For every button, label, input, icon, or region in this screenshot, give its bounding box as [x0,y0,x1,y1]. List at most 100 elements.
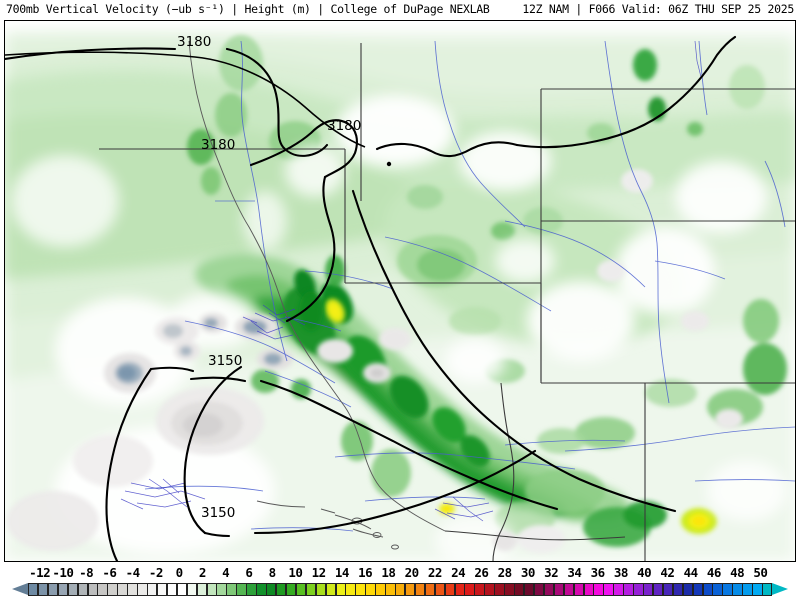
colorbar-swatch[interactable] [355,583,366,596]
colorbar-extend-max-arrow [772,583,788,595]
contour-label-3150-a: 3150 [208,353,242,369]
colorbar-tick-label: 2 [198,565,207,580]
colorbar-swatch[interactable] [305,583,317,596]
colorbar-swatch[interactable] [563,583,575,596]
colorbar-swatch[interactable] [404,583,416,596]
colorbar-swatch[interactable] [434,583,446,596]
vv-max-yellow [325,298,717,534]
colorbar-swatch[interactable] [77,583,88,596]
state-borders [99,43,795,561]
colorbar-swatch[interactable] [444,583,456,596]
colorbar-swatch[interactable] [633,583,644,596]
colorbar-swatch[interactable] [672,583,684,596]
colorbar-swatch[interactable] [127,583,138,596]
colorbar-swatch[interactable] [67,583,79,596]
colorbar-tick-label: -10 [52,565,74,580]
colorbar-tick-label: 0 [175,565,184,580]
colorbar-swatch[interactable] [166,583,178,596]
colorbar-tick-label: 4 [222,565,230,580]
colorbar-swatch[interactable] [662,583,674,596]
colorbar-swatch[interactable] [494,583,505,596]
colorbar[interactable]: -12 -10 -8 -6 -4 -2 0 2 4 6 8 10 12 14 16 18 20 22 24 26 28 3… [0,565,800,600]
colorbar-swatch[interactable] [702,583,713,596]
colorbar-swatch[interactable] [137,583,148,596]
colorbar-tick-label: 44 [683,565,699,580]
colorbar-swatch[interactable] [57,583,69,596]
colorbar-swatch[interactable] [474,583,485,596]
colorbar-swatch[interactable] [206,583,217,596]
colorbar-swatch[interactable] [37,583,49,596]
colorbar-swatch[interactable] [345,583,356,596]
colorbar-swatch[interactable] [682,583,694,596]
colorbar-tick-label: 38 [613,565,629,580]
colorbar-swatch[interactable] [276,583,287,596]
colorbar-swatch[interactable] [514,583,525,596]
colorbar-swatch[interactable] [593,583,604,596]
colorbar-swatch[interactable] [285,583,297,596]
colorbar-swatch[interactable] [256,583,267,596]
colorbar-swatch[interactable] [464,583,475,596]
colorbar-swatch[interactable] [752,583,763,596]
colorbar-swatch[interactable] [583,583,594,596]
colorbar-swatch[interactable] [623,583,634,596]
colorbar-swatch[interactable] [156,583,168,596]
colorbar-swatch[interactable] [504,583,515,596]
colorbar-swatch[interactable] [365,583,376,596]
colorbar-swatch[interactable] [742,583,753,596]
colorbar-tick-label: 22 [427,565,443,580]
vv-band-sierra [283,269,490,467]
colorbar-swatch[interactable] [226,583,237,596]
colorbar-tick-label: -8 [79,565,94,580]
city-marker [386,161,392,167]
colorbar-swatch[interactable] [454,583,465,596]
colorbar-swatch[interactable] [246,583,257,596]
vv-cells-scattered [187,35,787,547]
colorbar-swatch[interactable] [732,583,743,596]
colorbar-swatch[interactable] [97,583,108,596]
colorbar-swatch[interactable] [533,583,545,596]
colorbar-swatch[interactable] [712,583,723,596]
map-graphic: 3180 3180 3180 3150 3150 [5,21,795,561]
colorbar-swatch[interactable] [692,583,704,596]
colorbar-swatch[interactable] [375,583,386,596]
colorbar-swatch[interactable] [762,583,773,596]
colorbar-swatch[interactable] [315,583,327,596]
colorbar-swatch[interactable] [424,583,436,596]
colorbar-tick-label: 46 [706,565,722,580]
colorbar-swatch[interactable] [573,583,584,596]
colorbar-swatch[interactable] [196,583,208,596]
colorbar-swatch[interactable] [385,583,396,596]
colorbar-swatch[interactable] [603,583,614,596]
colorbar-swatch[interactable] [524,583,535,596]
colorbar-swatch[interactable] [186,583,198,596]
colorbar-swatch[interactable] [117,583,128,596]
colorbar-swatch[interactable] [543,583,555,596]
colorbar-swatch[interactable] [613,583,624,596]
coastline [188,40,446,550]
colorbar-swatch[interactable] [643,583,654,596]
colorbar-swatch[interactable] [147,583,158,596]
colorbar-swatch[interactable] [266,583,277,596]
colorbar-swatch[interactable] [236,583,247,596]
colorbar-swatch[interactable] [335,583,346,596]
colorbar-swatch[interactable] [484,583,495,596]
colorbar-swatch[interactable] [47,583,59,596]
colorbar-tick-label: 14 [334,565,350,580]
colorbar-swatch[interactable] [176,583,188,596]
colorbar-swatches[interactable] [0,583,800,596]
colorbar-swatch[interactable] [107,583,118,596]
colorbar-swatch[interactable] [722,583,733,596]
map-canvas[interactable]: 3180 3180 3180 3150 3150 [4,20,796,562]
colorbar-swatch[interactable] [325,583,336,596]
colorbar-swatch[interactable] [652,583,664,596]
colorbar-swatch[interactable] [216,583,227,596]
colorbar-tick-label: 16 [358,565,373,580]
colorbar-swatch[interactable] [28,583,39,596]
colorbar-swatch[interactable] [395,583,406,596]
colorbar-tick-label: 32 [544,565,559,580]
colorbar-swatch[interactable] [553,583,565,596]
colorbar-swatch[interactable] [414,583,426,596]
colorbar-swatch[interactable] [87,583,98,596]
colorbar-swatch[interactable] [295,583,307,596]
